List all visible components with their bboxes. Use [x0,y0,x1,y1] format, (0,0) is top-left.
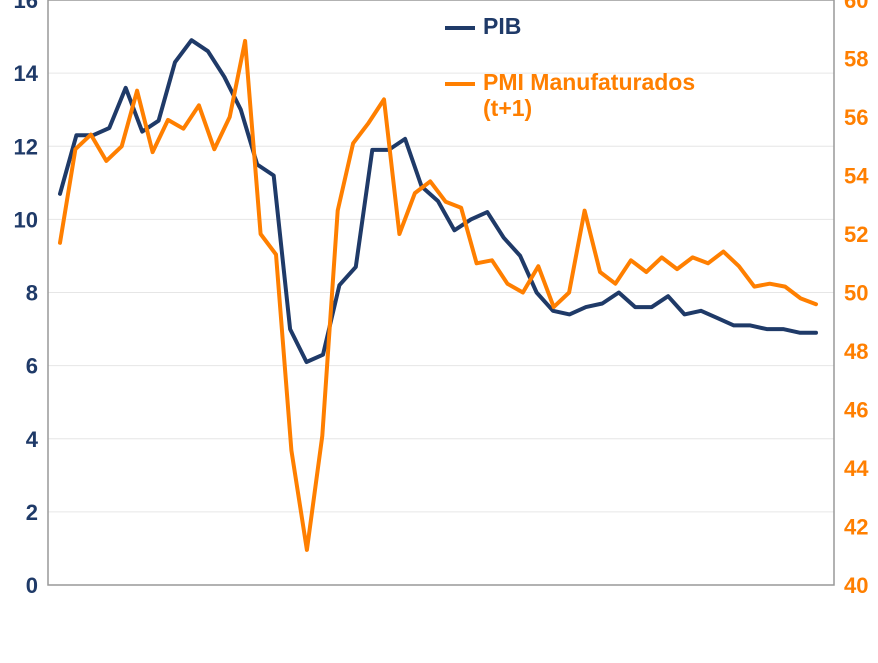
left-axis-tick: 2 [26,500,38,525]
left-axis-tick: 10 [14,207,38,232]
left-axis-tick: 4 [26,427,39,452]
right-axis-tick: 60 [844,0,868,13]
left-axis-tick: 16 [14,0,38,13]
right-axis-tick: 50 [844,281,868,306]
right-axis-tick: 42 [844,515,868,540]
right-axis-tick: 54 [844,164,869,189]
left-axis-tick: 12 [14,134,38,159]
right-axis-tick: 46 [844,398,868,423]
left-axis-tick: 8 [26,281,38,306]
right-axis-tick: 56 [844,105,868,130]
legend-label-pib: PIB [483,13,521,39]
right-axis-tick: 58 [844,47,868,72]
left-axis-tick: 6 [26,354,38,379]
dual-axis-line-chart: 02468101214164042444648505254565860PIBPM… [0,0,878,663]
left-axis-tick: 14 [14,61,39,86]
right-axis-tick: 48 [844,339,868,364]
legend-sublabel-pmi: (t+1) [483,95,532,121]
legend-label-pmi: PMI Manufaturados [483,69,695,95]
right-axis-tick: 44 [844,456,869,481]
right-axis-tick: 40 [844,573,868,598]
left-axis-tick: 0 [26,573,38,598]
right-axis-tick: 52 [844,222,868,247]
